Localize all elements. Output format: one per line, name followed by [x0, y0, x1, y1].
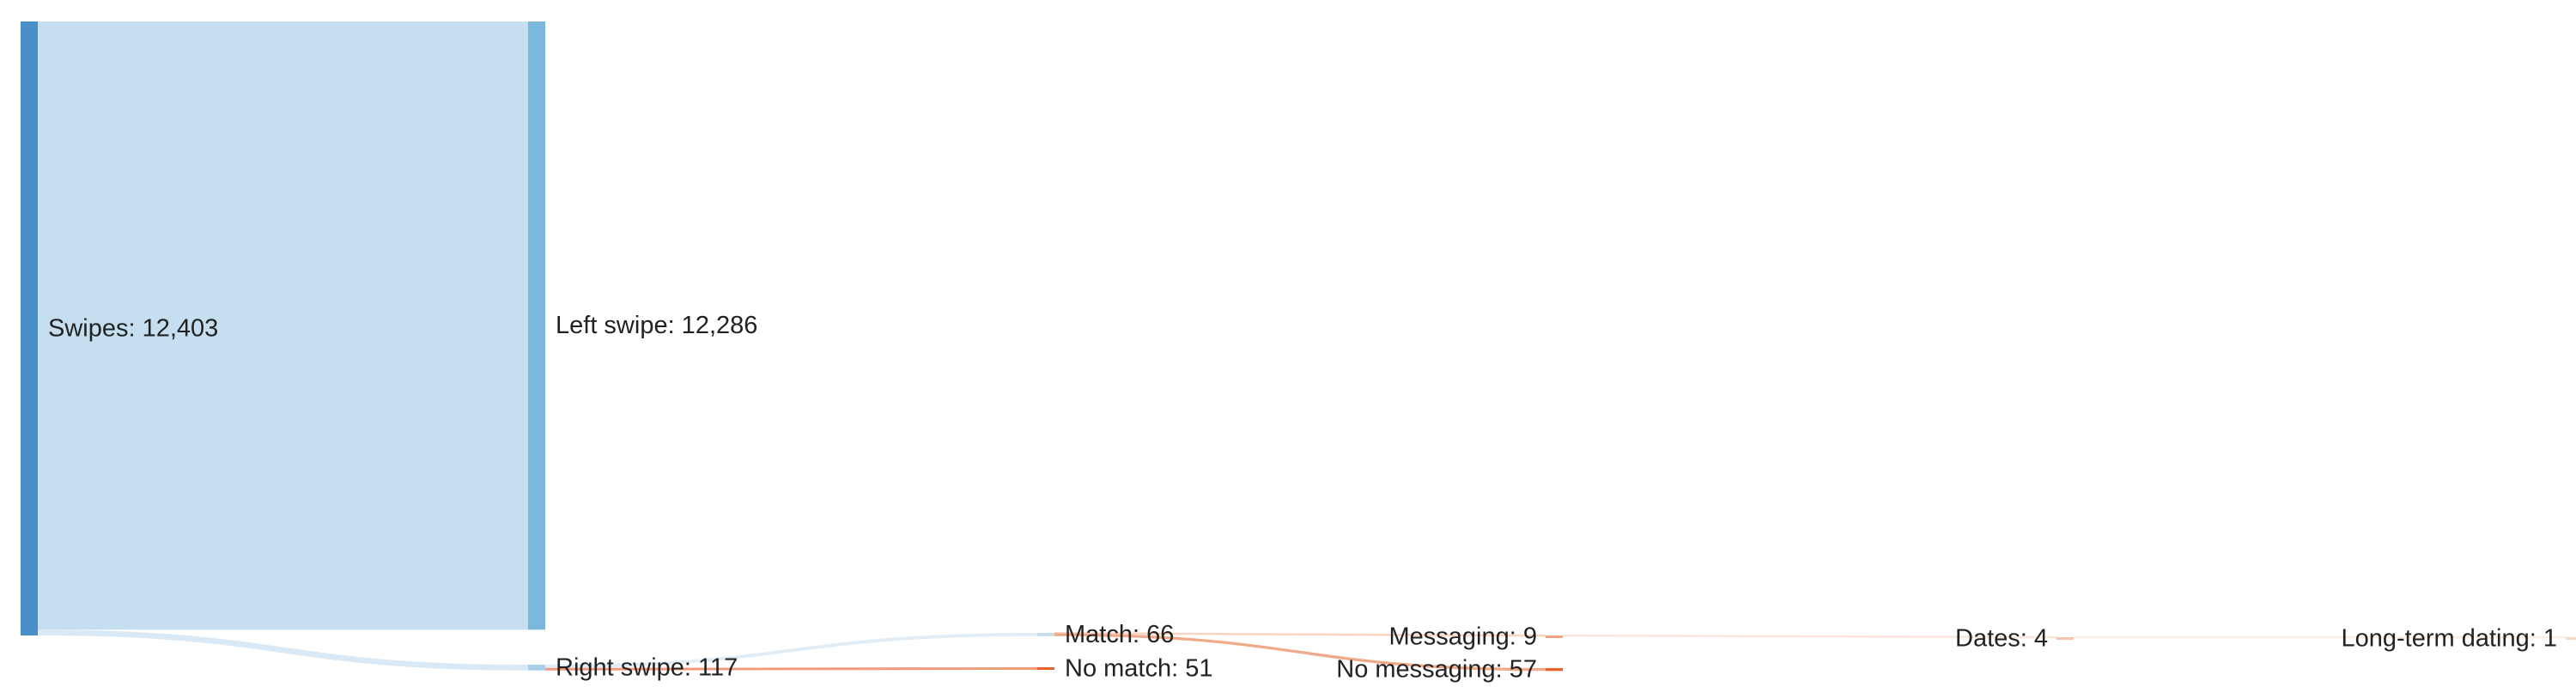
- node-label-left: Left swipe: 12,286: [556, 312, 757, 339]
- link-swipes-to-right: [37, 629, 529, 671]
- node-label-right: Right swipe: 117: [556, 654, 738, 681]
- node-label-nomatch: No match: 51: [1065, 655, 1212, 683]
- node-label-nomessaging: No messaging: 57: [1336, 656, 1537, 684]
- link-right-to-match: [544, 632, 1038, 668]
- link-match-to-nomessaging: [1054, 633, 1546, 672]
- node-match: [1037, 633, 1054, 636]
- node-right: [528, 665, 545, 671]
- node-nomessaging: [1546, 668, 1563, 672]
- node-longterm: [2566, 637, 2576, 640]
- link-messaging-to-dates: [1562, 634, 2057, 639]
- node-label-match: Match: 66: [1065, 621, 1174, 648]
- node-dates: [2057, 637, 2074, 640]
- node-label-longterm: Long-term dating: 1: [2342, 625, 2557, 653]
- node-swipes: [21, 21, 38, 635]
- node-label-dates: Dates: 4: [1955, 625, 2048, 653]
- node-nomatch: [1037, 667, 1054, 670]
- node-left: [528, 21, 545, 630]
- sankey-labels: Swipes: 12,403 Left swipe: 12,286 Right sw…: [48, 312, 2557, 684]
- link-right-to-nomatch: [544, 666, 1038, 671]
- node-label-swipes: Swipes: 12,403: [48, 315, 218, 343]
- sankey-links: [37, 21, 2566, 672]
- node-messaging: [1546, 635, 1563, 638]
- sankey-nodes: [21, 21, 2576, 672]
- link-match-to-messaging: [1054, 632, 1546, 637]
- node-label-messaging: Messaging: 9: [1389, 623, 1538, 651]
